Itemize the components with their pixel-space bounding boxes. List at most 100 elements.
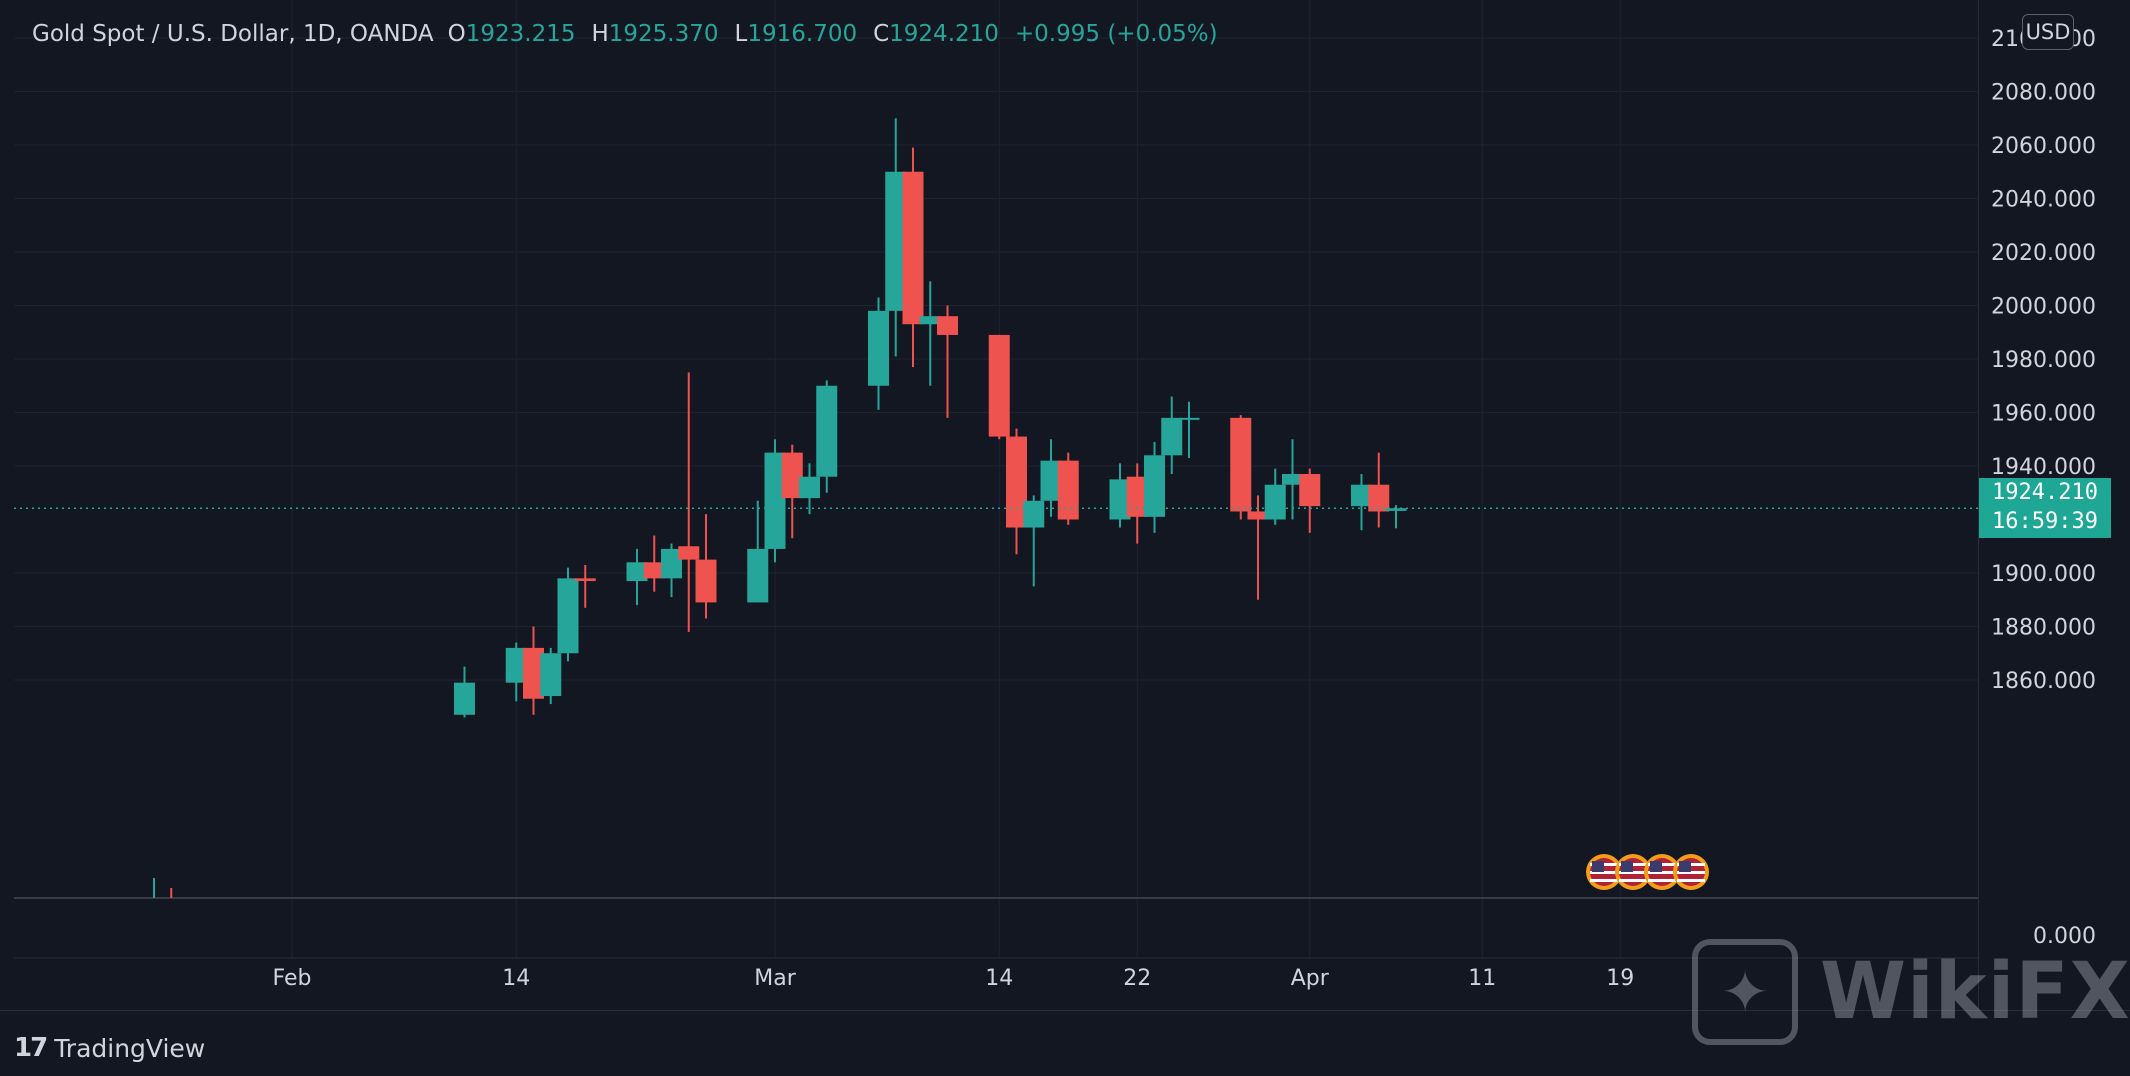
- candle: [1178, 401, 1200, 458]
- candle: [919, 281, 941, 386]
- candle: [678, 372, 700, 632]
- candle-body: [1385, 508, 1407, 511]
- candle-body: [799, 476, 820, 499]
- open-key: O: [447, 21, 466, 47]
- candle: [1247, 495, 1269, 600]
- candle: [523, 626, 544, 715]
- event-flag-stripe: [1648, 879, 1676, 882]
- event-flag-canton: [1621, 861, 1633, 872]
- currency-button[interactable]: USD: [2022, 14, 2074, 50]
- pane-separator: [14, 897, 1978, 959]
- close-key: C: [873, 21, 890, 47]
- price-tick-label: 1900.000: [1991, 562, 2096, 587]
- candle: [1264, 468, 1286, 525]
- candle-body: [885, 171, 907, 311]
- event-flag-stripe: [1677, 879, 1705, 882]
- candle-body: [747, 548, 769, 603]
- candle: [937, 305, 958, 418]
- us-flag-icon: [1615, 854, 1651, 890]
- watermark-text: WikiFX: [1820, 947, 2130, 1037]
- candle: [1385, 505, 1407, 529]
- candle: [799, 463, 820, 515]
- last-price-value: 1924.210: [1992, 480, 2098, 506]
- candle-body: [661, 548, 682, 579]
- candle-body: [919, 316, 941, 325]
- candle: [1057, 452, 1079, 525]
- candle-body: [1040, 460, 1062, 501]
- candle-body: [540, 653, 562, 697]
- candle: [1368, 452, 1390, 528]
- candle-body: [1144, 455, 1165, 517]
- candle-body: [1126, 476, 1148, 517]
- low-key: L: [734, 21, 748, 47]
- candle: [695, 514, 717, 619]
- candle: [1023, 495, 1045, 587]
- us-flag-icon: [1644, 854, 1680, 890]
- price-tick-label: 1960.000: [1991, 402, 2096, 427]
- candle-body: [1368, 484, 1390, 512]
- candle: [781, 444, 803, 539]
- chart-grid: [14, 0, 1978, 958]
- time-tick-label: 19: [1606, 966, 1634, 991]
- candle-body: [1299, 474, 1321, 507]
- candle: [902, 147, 924, 368]
- tradingview-logo-icon: 17: [14, 1033, 48, 1063]
- candle-body: [1178, 417, 1200, 420]
- time-tick-label: 11: [1468, 966, 1496, 991]
- event-flag-stripe: [1619, 879, 1647, 882]
- candle: [454, 666, 475, 718]
- low-value: 1916.700: [747, 21, 858, 47]
- candle: [574, 564, 596, 608]
- event-flag-stripe: [1619, 871, 1647, 874]
- candle: [747, 500, 769, 603]
- time-tick-label: 22: [1123, 966, 1151, 991]
- candle-body: [937, 316, 958, 335]
- candle: [1126, 463, 1148, 544]
- time-tick-label: Feb: [273, 966, 312, 991]
- price-tick-label: 2060.000: [1991, 134, 2096, 159]
- us-flag-icon: [1673, 854, 1709, 890]
- event-flag-stripe: [1590, 871, 1618, 874]
- candle: [1040, 439, 1062, 517]
- candle-body: [454, 682, 475, 715]
- time-tick-label: Apr: [1291, 966, 1330, 991]
- candle-body: [574, 578, 596, 582]
- tradingview-logo[interactable]: 17 TradingView: [14, 1030, 205, 1066]
- symbol-title[interactable]: Gold Spot / U.S. Dollar, 1D, OANDA: [32, 21, 434, 47]
- candle: [1144, 441, 1165, 533]
- candle: [557, 567, 579, 662]
- candle-body: [1264, 484, 1286, 520]
- price-tick-label: 1860.000: [1991, 669, 2096, 694]
- price-tick-label: 2040.000: [1991, 188, 2096, 213]
- candle-body: [781, 452, 803, 499]
- time-tick-label: 14: [985, 966, 1013, 991]
- volume-pane: [153, 878, 173, 898]
- last-price-label: 1924.210 16:59:39: [1979, 478, 2111, 539]
- volume-tick-label: 0.000: [2033, 924, 2096, 949]
- candle-body: [1023, 500, 1045, 528]
- candle: [1282, 439, 1303, 520]
- bar-countdown: 16:59:39: [1992, 509, 2098, 535]
- candle: [1109, 463, 1131, 528]
- price-tick-label: 1940.000: [1991, 455, 2096, 480]
- candle: [816, 380, 838, 493]
- candle: [643, 535, 665, 592]
- time-tick-label: 14: [502, 966, 530, 991]
- candle-body: [626, 562, 648, 582]
- economic-events[interactable]: [1586, 854, 1709, 890]
- candle-body: [1247, 511, 1269, 520]
- close-value: 1924.210: [889, 21, 999, 47]
- price-tick-label: 2080.000: [1991, 81, 2096, 106]
- candle-body: [643, 562, 665, 579]
- candle-body: [902, 171, 924, 325]
- candle-body: [678, 546, 700, 560]
- candle: [1161, 396, 1183, 475]
- open-value: 1923.215: [465, 21, 576, 47]
- price-tick-label: 1980.000: [1991, 348, 2096, 373]
- candle-body: [816, 385, 838, 477]
- candle-body: [988, 334, 1010, 437]
- high-value: 1925.370: [608, 21, 719, 47]
- time-axis[interactable]: Feb 14 Mar 14 22 Apr 11 19: [0, 966, 2130, 1011]
- candle-body: [695, 559, 717, 603]
